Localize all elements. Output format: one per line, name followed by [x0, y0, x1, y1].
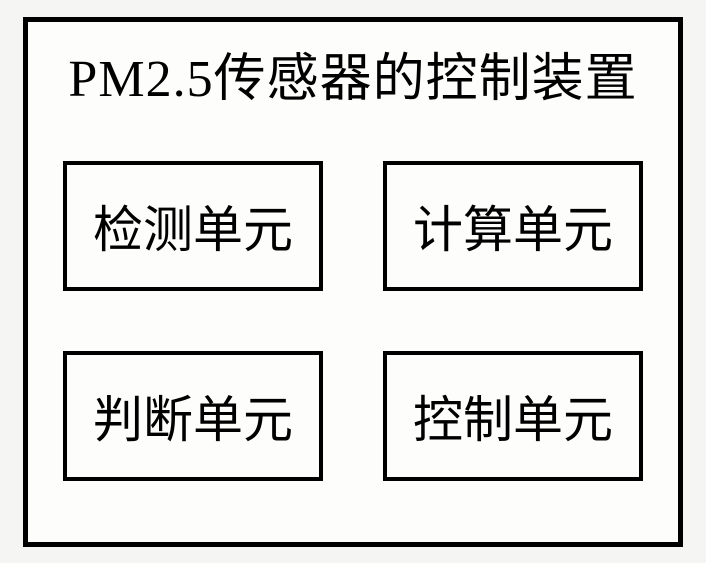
box-label: 计算单元 [413, 190, 613, 262]
box-label: 判断单元 [93, 380, 293, 452]
control-unit-box: 控制单元 [383, 351, 643, 481]
box-label: 控制单元 [413, 380, 613, 452]
box-label: 检测单元 [93, 190, 293, 262]
calculation-unit-box: 计算单元 [383, 161, 643, 291]
diagram-title: PM2.5传感器的控制装置 [58, 36, 648, 111]
unit-grid: 检测单元 计算单元 判断单元 控制单元 [58, 161, 648, 481]
diagram-container: PM2.5传感器的控制装置 检测单元 计算单元 判断单元 控制单元 [23, 17, 683, 547]
judgment-unit-box: 判断单元 [63, 351, 323, 481]
detection-unit-box: 检测单元 [63, 161, 323, 291]
